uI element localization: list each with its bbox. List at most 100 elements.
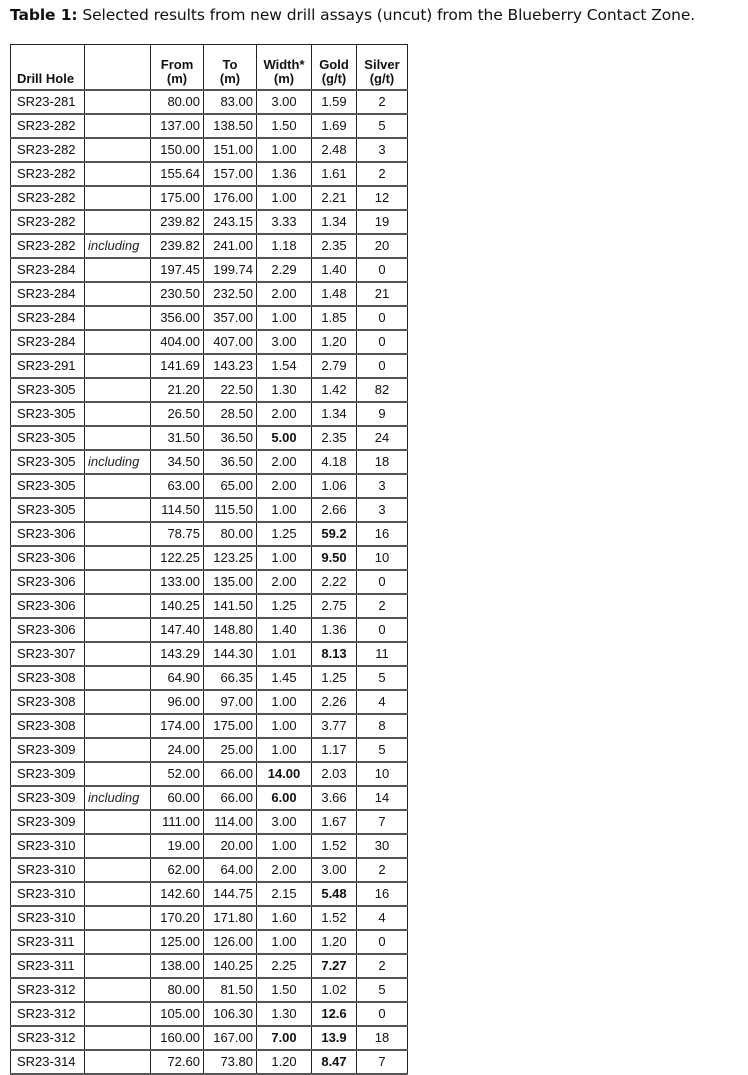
cell-from: 64.90	[150, 665, 204, 691]
cell-gold: 1.06	[311, 473, 357, 499]
cell-inc	[84, 689, 151, 715]
cell-inc	[84, 617, 151, 643]
cell-hole: SR23-306	[10, 617, 85, 643]
cell-silver: 18	[356, 449, 408, 475]
cell-from: 72.60	[150, 1049, 204, 1075]
cell-silver: 0	[356, 305, 408, 331]
cell-to: 36.50	[203, 425, 257, 451]
cell-inc	[84, 425, 151, 451]
cell-hole: SR23-308	[10, 689, 85, 715]
cell-silver: 2	[356, 161, 408, 187]
cell-inc	[84, 521, 151, 547]
table-row: SR23-310 19.00 20.00 1.00 1.52 30	[10, 833, 408, 859]
cell-gold: 5.48	[311, 881, 357, 907]
cell-silver: 4	[356, 689, 408, 715]
cell-inc	[84, 257, 151, 283]
cell-from: 24.00	[150, 737, 204, 763]
cell-silver: 3	[356, 473, 408, 499]
header-silver: Silver (g/t)	[356, 44, 408, 91]
cell-silver: 2	[356, 857, 408, 883]
cell-to: 80.00	[203, 521, 257, 547]
table-row: SR23-284 197.45 199.74 2.29 1.40 0	[10, 257, 408, 283]
cell-hole: SR23-311	[10, 929, 85, 955]
table-row: SR23-305 26.50 28.50 2.00 1.34 9	[10, 401, 408, 427]
table-row: SR23-309 52.00 66.00 14.00 2.03 10	[10, 761, 408, 787]
cell-silver: 0	[356, 617, 408, 643]
cell-from: 142.60	[150, 881, 204, 907]
cell-gold: 1.36	[311, 617, 357, 643]
header-including	[84, 44, 151, 91]
cell-hole: SR23-305	[10, 401, 85, 427]
cell-width: 2.25	[256, 953, 312, 979]
cell-hole: SR23-306	[10, 593, 85, 619]
cell-hole: SR23-291	[10, 353, 85, 379]
cell-hole: SR23-282	[10, 209, 85, 235]
cell-gold: 1.52	[311, 833, 357, 859]
cell-from: 133.00	[150, 569, 204, 595]
cell-width: 7.00	[256, 1025, 312, 1051]
cell-from: 137.00	[150, 113, 204, 139]
cell-from: 160.00	[150, 1025, 204, 1051]
cell-silver: 8	[356, 713, 408, 739]
table-row: SR23-305 including 34.50 36.50 2.00 4.18 18	[10, 449, 408, 475]
table-row: SR23-306 122.25 123.25 1.00 9.50 10	[10, 545, 408, 571]
cell-inc	[84, 401, 151, 427]
cell-gold: 9.50	[311, 545, 357, 571]
header-gold: Gold (g/t)	[311, 44, 357, 91]
table-row: SR23-309 24.00 25.00 1.00 1.17 5	[10, 737, 408, 763]
cell-silver: 4	[356, 905, 408, 931]
cell-silver: 24	[356, 425, 408, 451]
cell-silver: 21	[356, 281, 408, 307]
cell-width: 2.29	[256, 257, 312, 283]
cell-width: 2.15	[256, 881, 312, 907]
cell-silver: 16	[356, 881, 408, 907]
table-row: SR23-305 31.50 36.50 5.00 2.35 24	[10, 425, 408, 451]
cell-width: 1.00	[256, 545, 312, 571]
cell-gold: 2.21	[311, 185, 357, 211]
cell-to: 175.00	[203, 713, 257, 739]
table-row: SR23-310 170.20 171.80 1.60 1.52 4	[10, 905, 408, 931]
table-row: SR23-282 150.00 151.00 1.00 2.48 3	[10, 137, 408, 163]
cell-to: 66.00	[203, 785, 257, 811]
cell-hole: SR23-282	[10, 185, 85, 211]
cell-silver: 0	[356, 257, 408, 283]
cell-gold: 3.66	[311, 785, 357, 811]
cell-hole: SR23-305	[10, 497, 85, 523]
table-row: SR23-310 142.60 144.75 2.15 5.48 16	[10, 881, 408, 907]
cell-hole: SR23-306	[10, 545, 85, 571]
cell-inc: including	[84, 449, 151, 475]
cell-hole: SR23-284	[10, 329, 85, 355]
cell-silver: 10	[356, 761, 408, 787]
cell-inc	[84, 593, 151, 619]
cell-to: 176.00	[203, 185, 257, 211]
cell-hole: SR23-282	[10, 161, 85, 187]
cell-gold: 1.20	[311, 929, 357, 955]
cell-silver: 30	[356, 833, 408, 859]
cell-width: 1.01	[256, 641, 312, 667]
table-row: SR23-312 80.00 81.50 1.50 1.02 5	[10, 977, 408, 1003]
cell-to: 357.00	[203, 305, 257, 331]
cell-hole: SR23-310	[10, 857, 85, 883]
cell-inc	[84, 857, 151, 883]
cell-inc	[84, 113, 151, 139]
table-row: SR23-282 239.82 243.15 3.33 1.34 19	[10, 209, 408, 235]
cell-gold: 2.75	[311, 593, 357, 619]
cell-silver: 82	[356, 377, 408, 403]
cell-silver: 2	[356, 593, 408, 619]
cell-gold: 3.00	[311, 857, 357, 883]
table-row: SR23-312 160.00 167.00 7.00 13.9 18	[10, 1025, 408, 1051]
cell-inc	[84, 281, 151, 307]
cell-hole: SR23-305	[10, 377, 85, 403]
table-row: SR23-282 155.64 157.00 1.36 1.61 2	[10, 161, 408, 187]
cell-hole: SR23-284	[10, 257, 85, 283]
cell-silver: 20	[356, 233, 408, 259]
cell-from: 96.00	[150, 689, 204, 715]
cell-silver: 19	[356, 209, 408, 235]
cell-inc	[84, 377, 151, 403]
cell-width: 1.00	[256, 713, 312, 739]
cell-inc	[84, 641, 151, 667]
cell-from: 19.00	[150, 833, 204, 859]
cell-inc	[84, 761, 151, 787]
header-to: To (m)	[203, 44, 257, 91]
cell-gold: 1.69	[311, 113, 357, 139]
